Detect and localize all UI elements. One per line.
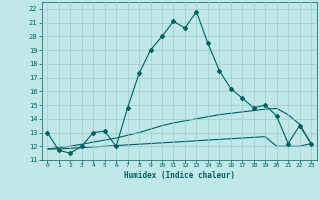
X-axis label: Humidex (Indice chaleur): Humidex (Indice chaleur) bbox=[124, 171, 235, 180]
